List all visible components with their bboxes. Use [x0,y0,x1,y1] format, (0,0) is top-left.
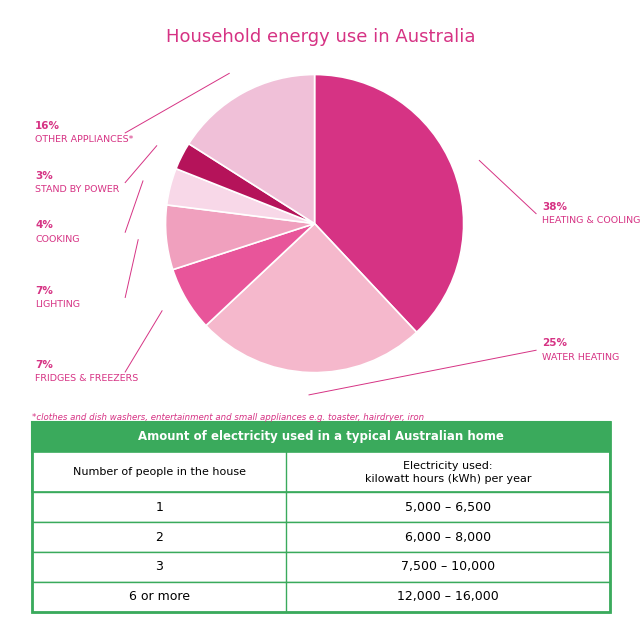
Text: 5,000 – 6,500: 5,000 – 6,500 [405,501,491,514]
Text: 16%: 16% [35,121,60,131]
Wedge shape [167,169,315,224]
Text: Electricity used:: Electricity used: [403,461,493,471]
Text: 6,000 – 8,000: 6,000 – 8,000 [405,530,491,543]
Text: Amount of electricity used in a typical Australian home: Amount of electricity used in a typical … [138,430,504,443]
Bar [32,451,610,492]
Bar [32,492,610,522]
Text: 7%: 7% [35,286,53,296]
Text: 12,000 – 16,000: 12,000 – 16,000 [397,591,499,603]
Text: 6 or more: 6 or more [128,591,190,603]
Text: FRIDGES & FREEZERS: FRIDGES & FREEZERS [35,374,139,383]
Text: 2: 2 [155,530,163,543]
Wedge shape [189,75,315,224]
Wedge shape [176,143,315,224]
Bar [32,552,610,582]
Text: 7,500 – 10,000: 7,500 – 10,000 [401,560,495,573]
Text: 25%: 25% [542,338,568,348]
Text: HEATING & COOLING: HEATING & COOLING [542,216,641,225]
Text: STAND BY POWER: STAND BY POWER [35,185,119,194]
Text: COOKING: COOKING [35,235,80,243]
Text: LIGHTING: LIGHTING [35,300,80,309]
Wedge shape [315,75,464,332]
Text: Number of people in the house: Number of people in the house [73,467,246,477]
Text: *clothes and dish washers, entertainment and small appliances e.g. toaster, hair: *clothes and dish washers, entertainment… [32,413,424,422]
Text: 1: 1 [155,501,163,514]
Bar [32,522,610,552]
Text: 7%: 7% [35,360,53,370]
Wedge shape [173,224,315,325]
Text: OTHER APPLIANCES*: OTHER APPLIANCES* [35,135,134,144]
Bar [32,582,610,612]
Text: 3: 3 [155,560,163,573]
Wedge shape [166,205,315,270]
Wedge shape [206,224,417,373]
Text: kilowatt hours (kWh) per year: kilowatt hours (kWh) per year [365,474,532,484]
Text: WATER HEATING: WATER HEATING [542,353,620,361]
Text: 3%: 3% [35,171,53,181]
Bar [32,422,610,451]
Text: 4%: 4% [35,220,53,230]
Text: 38%: 38% [542,202,568,212]
Text: Household energy use in Australia: Household energy use in Australia [166,28,476,46]
